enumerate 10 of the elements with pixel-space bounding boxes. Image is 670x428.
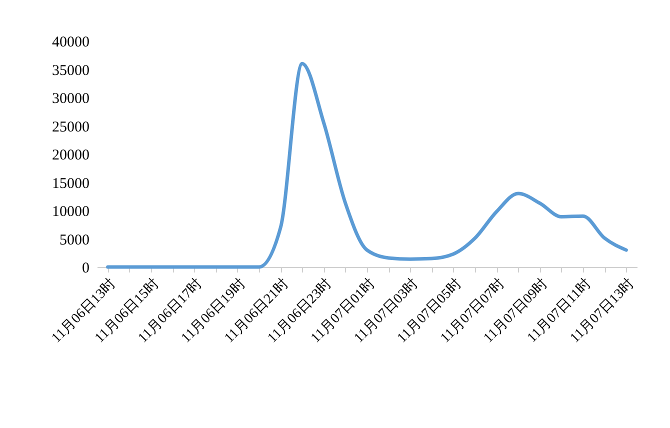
y-tick-label: 40000 [52, 34, 90, 50]
y-tick-label: 15000 [52, 176, 90, 192]
y-tick-label: 25000 [52, 119, 90, 136]
y-tick-label: 0 [82, 260, 90, 276]
y-tick-label: 10000 [52, 204, 90, 220]
line-series [106, 62, 628, 269]
y-tick-label: 30000 [52, 91, 90, 107]
y-tick-label: 5000 [60, 232, 90, 248]
y-tick-label: 20000 [52, 148, 90, 164]
y-tick-label: 35000 [52, 62, 90, 79]
